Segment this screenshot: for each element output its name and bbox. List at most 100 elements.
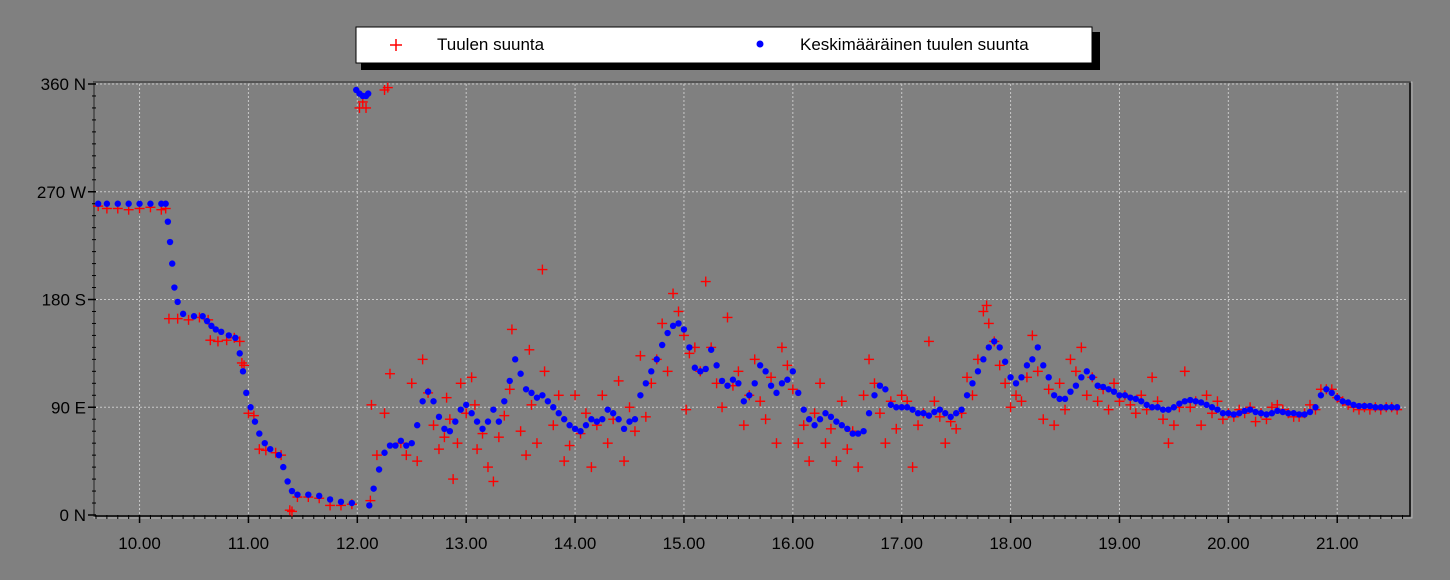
average-direction-point (381, 449, 388, 456)
average-direction-point (288, 487, 296, 495)
wind-direction-point (1250, 416, 1261, 427)
average-direction-point (430, 398, 437, 405)
average-direction-point (985, 344, 993, 351)
wind-direction-point (452, 438, 463, 449)
wind-direction-point (1011, 390, 1022, 401)
average-direction-point (1023, 362, 1031, 369)
average-direction-point (169, 260, 176, 267)
wind-direction-point (553, 390, 564, 401)
wind-direction-point (1032, 366, 1043, 377)
average-direction-point (974, 368, 982, 375)
wind-direction-point (526, 399, 537, 410)
wind-direction-point (787, 384, 798, 395)
wind-direction-point (940, 438, 951, 449)
wind-direction-point (1212, 396, 1223, 407)
average-direction-point (1116, 392, 1123, 399)
wind-direction-point (1038, 414, 1049, 425)
wind-direction-point (570, 390, 581, 401)
average-direction-point (751, 380, 758, 387)
average-direction-point (1094, 382, 1101, 389)
wind-direction-point (499, 410, 510, 421)
average-direction-point (1290, 410, 1297, 417)
wind-direction-point (417, 354, 428, 365)
average-direction-point (517, 370, 524, 377)
average-direction-point (822, 410, 829, 417)
average-direction-point (1393, 404, 1401, 411)
average-direction-point (805, 416, 813, 423)
average-direction-point (675, 320, 682, 327)
average-direction-point (457, 406, 464, 413)
wind-direction-point (809, 408, 820, 419)
average-direction-point (686, 344, 693, 351)
average-direction-point (511, 356, 519, 363)
average-direction-point (1148, 404, 1156, 411)
average-direction-point (441, 425, 448, 432)
average-direction-point (484, 418, 492, 425)
average-direction-point (147, 200, 154, 207)
wind-direction-point (853, 462, 864, 473)
wind-direction-point (613, 375, 624, 386)
average-direction-point (724, 382, 731, 389)
x-tick-label: 16.00 (772, 534, 815, 553)
average-direction-point (582, 422, 590, 429)
average-direction-point (577, 427, 584, 435)
average-direction-point (909, 406, 916, 413)
average-direction-point (413, 422, 421, 429)
wind-direction-point (441, 392, 452, 403)
average-direction-point (778, 380, 786, 387)
average-direction-point (326, 496, 334, 503)
average-direction-point (658, 341, 666, 349)
average-direction-point (1295, 411, 1303, 418)
wind-direction-point (366, 399, 377, 410)
average-direction-point (898, 404, 905, 411)
average-direction-point (702, 365, 709, 373)
average-direction-point (103, 200, 111, 207)
wind-direction-point (1070, 366, 1081, 377)
average-direction-point (1246, 406, 1254, 413)
average-direction-point (348, 499, 356, 507)
wind-direction-point (212, 336, 223, 347)
wind-direction-point (983, 318, 994, 329)
wind-direction-point (602, 438, 613, 449)
wind-direction-point (1130, 408, 1141, 419)
average-direction-point (284, 478, 291, 485)
average-direction-point (305, 491, 312, 498)
average-direction-point (707, 346, 715, 353)
average-direction-point (729, 376, 737, 383)
average-direction-point (958, 406, 965, 413)
average-direction-point (251, 418, 259, 425)
wind-direction-point (804, 456, 815, 467)
average-direction-point (599, 416, 606, 423)
average-direction-point (1317, 392, 1325, 399)
average-direction-point (386, 442, 394, 449)
legend-label-average-direction: Keskimääräinen tuulen suunta (800, 35, 1029, 54)
average-direction-point (366, 502, 373, 509)
wind-direction-point (700, 276, 711, 287)
wind-direction-point (1147, 372, 1158, 383)
average-direction-point (408, 439, 415, 447)
average-direction-point (1257, 410, 1265, 417)
average-direction-point (838, 422, 846, 429)
wind-direction-point (825, 423, 836, 434)
average-direction-point (1230, 411, 1237, 418)
average-direction-point (1061, 395, 1069, 403)
average-direction-point (718, 377, 726, 385)
wind-direction-point (891, 423, 902, 434)
average-direction-point (893, 404, 900, 411)
average-direction-point (566, 422, 573, 429)
average-direction-point (588, 416, 595, 423)
average-direction-point (631, 416, 639, 423)
average-direction-point (996, 344, 1003, 351)
wind-direction-point (1125, 399, 1136, 410)
average-direction-point (1383, 404, 1390, 411)
average-direction-point (963, 392, 971, 399)
wind-direction-point (1000, 378, 1011, 389)
average-direction-point (735, 380, 742, 387)
average-direction-point (1089, 374, 1096, 381)
y-tick-label: 360 N (41, 75, 86, 94)
x-tick-label: 14.00 (554, 534, 597, 553)
average-direction-point (280, 463, 287, 471)
average-direction-point (403, 442, 410, 449)
wind-direction-point (482, 462, 493, 473)
average-direction-point (1312, 404, 1319, 411)
